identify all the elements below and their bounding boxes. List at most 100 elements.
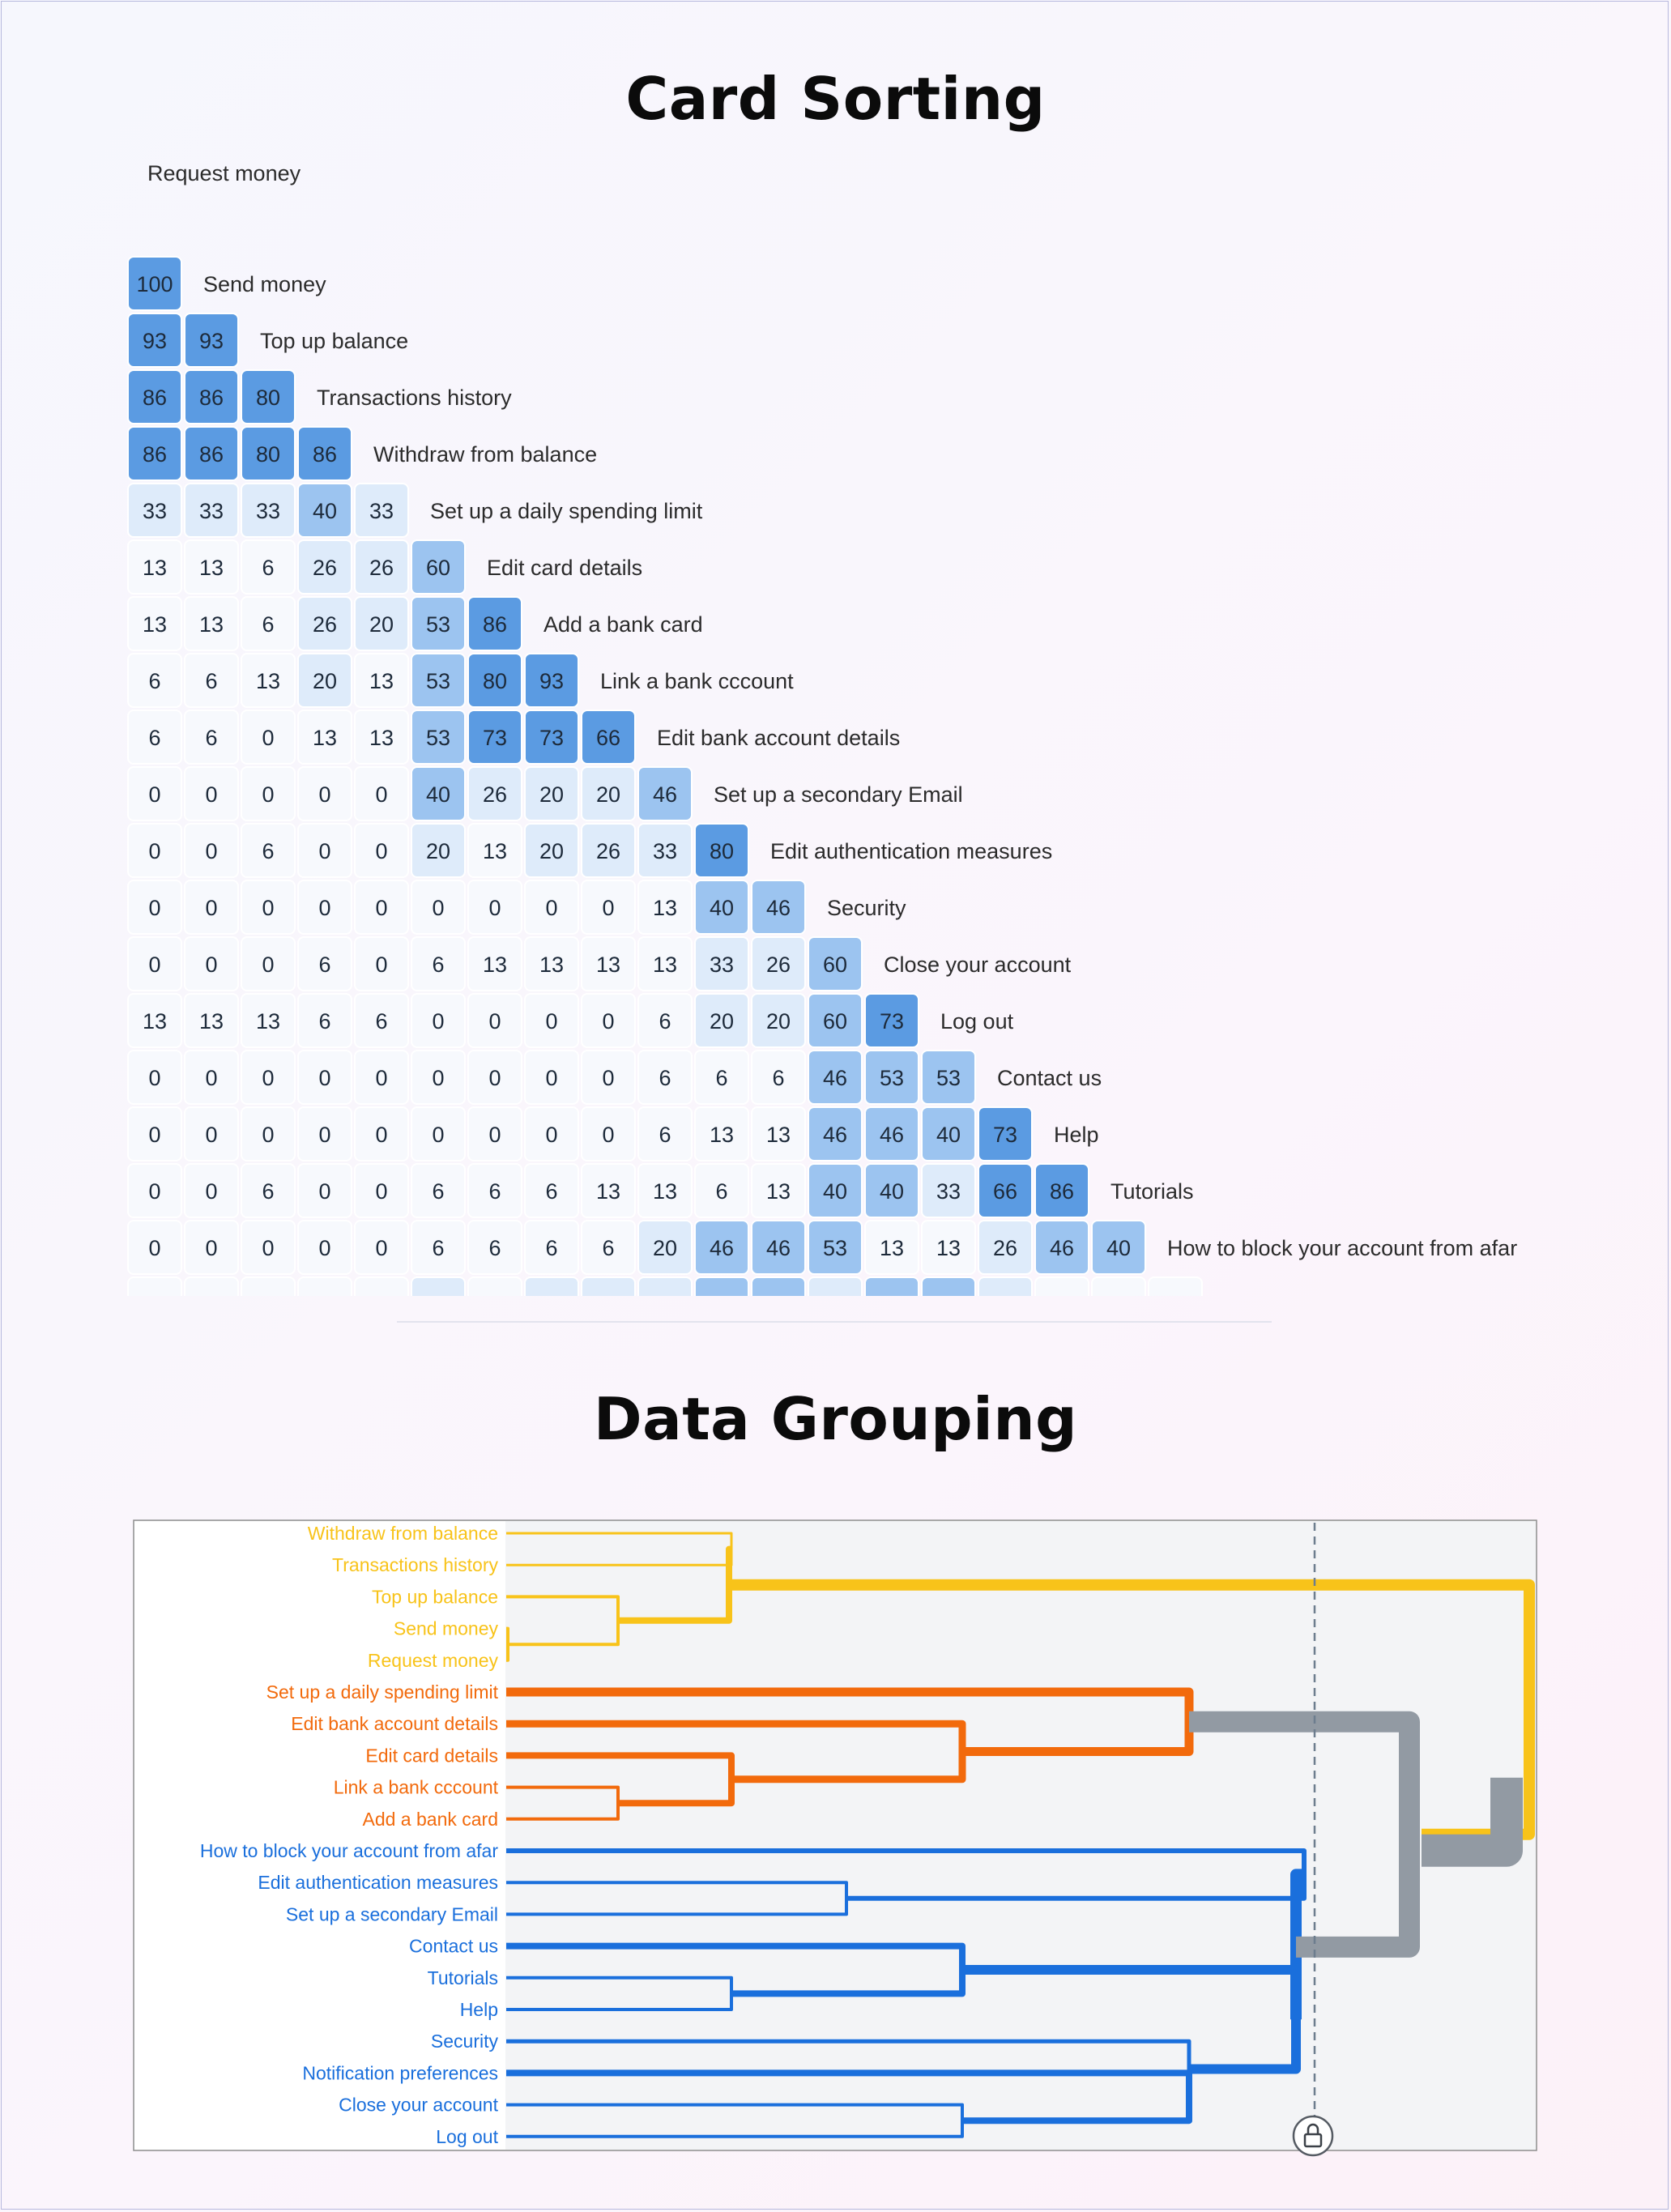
matrix-cell-bg — [467, 1106, 522, 1161]
matrix-cell-bg — [354, 936, 409, 991]
matrix-cell-value: 6 — [148, 1293, 160, 1296]
matrix-cell-value: 93 — [539, 669, 564, 693]
matrix-cell-value: 26 — [313, 556, 337, 580]
matrix-cell-bg — [1091, 1220, 1146, 1275]
matrix-cell-value: 60 — [880, 1293, 904, 1296]
matrix-cell: 6 — [467, 1220, 522, 1275]
matrix-cell-value: 0 — [205, 1066, 217, 1090]
matrix-cell-value: 0 — [262, 1236, 274, 1260]
leaf-label: Send money — [394, 1618, 499, 1639]
matrix-cell: 0 — [354, 823, 409, 878]
matrix-cell-value: 86 — [483, 612, 507, 637]
matrix-cell-bg — [241, 596, 296, 651]
leaf-label: Top up balance — [372, 1586, 498, 1607]
matrix-cell: 13 — [637, 1163, 693, 1218]
matrix-cell: 0 — [354, 766, 409, 821]
matrix-cell-bg — [694, 993, 749, 1048]
matrix-cell-value: 53 — [880, 1066, 904, 1090]
matrix-cell-value: 13 — [483, 839, 507, 863]
matrix-cell: 33 — [637, 823, 693, 878]
matrix-cell: 0 — [354, 1220, 409, 1275]
leaf-label: Help — [460, 1999, 498, 2020]
matrix-cell-bg — [978, 1106, 1033, 1161]
matrix-cell-bg — [751, 1106, 806, 1161]
matrix-cell-bg — [297, 653, 352, 708]
matrix-cell-bg — [241, 880, 296, 935]
matrix-cell-value: 6 — [262, 1179, 274, 1204]
matrix-cell-bg — [808, 1163, 863, 1218]
matrix-cell-bg — [637, 1050, 693, 1105]
data-grouping-title: Data Grouping — [593, 1385, 1078, 1453]
matrix-cell-value: 0 — [318, 896, 330, 920]
matrix-cell: 26 — [354, 539, 409, 595]
matrix-cell: 13 — [581, 1163, 636, 1218]
matrix-cell: 26 — [751, 936, 806, 991]
matrix-row-label: Security — [827, 896, 906, 920]
matrix-row-label: Notification preferences — [1224, 1293, 1454, 1296]
matrix-cell: 46 — [808, 1106, 863, 1161]
matrix-cell-bg — [978, 1276, 1033, 1296]
lock-icon[interactable] — [1292, 2115, 1334, 2157]
matrix-cell-bg — [241, 539, 296, 595]
matrix-cell: 6 — [751, 1050, 806, 1105]
matrix-cell-bg — [354, 1106, 409, 1161]
matrix-cell-bg — [127, 1106, 182, 1161]
matrix-cell: 6 — [637, 1050, 693, 1105]
matrix-cell: 20 — [411, 823, 466, 878]
matrix-cell-value: 0 — [318, 839, 330, 863]
matrix-cell: 73 — [467, 710, 522, 765]
matrix-cell-bg — [694, 936, 749, 991]
matrix-cell-bg — [808, 936, 863, 991]
matrix-cell-bg — [921, 1276, 976, 1296]
leaf-label: Edit card details — [365, 1745, 498, 1766]
matrix-cell-bg — [241, 1106, 296, 1161]
matrix-cell: 20 — [637, 1220, 693, 1275]
matrix-cell-bg — [751, 993, 806, 1048]
matrix-cell-value: 6 — [262, 556, 274, 580]
matrix-cell: 13 — [127, 993, 182, 1048]
matrix-cell-bg — [184, 880, 239, 935]
matrix-row-label: Tutorials — [1110, 1179, 1194, 1204]
matrix-cell: 6 — [184, 1276, 239, 1296]
matrix-cell-value: 6 — [205, 726, 217, 750]
matrix-cell-bg — [354, 1050, 409, 1105]
lock-handle[interactable] — [1292, 2115, 1334, 2157]
matrix-cell-value: 0 — [375, 1066, 387, 1090]
matrix-cell: 6 — [411, 1163, 466, 1218]
matrix-cell-value: 13 — [256, 669, 280, 693]
matrix-cell-bg — [184, 313, 239, 368]
matrix-cell-value: 20 — [766, 1009, 791, 1034]
matrix-cell-value: 40 — [766, 1293, 791, 1296]
matrix-cell-bg — [241, 1050, 296, 1105]
matrix-cell-bg — [581, 993, 636, 1048]
matrix-cell-value: 80 — [483, 669, 507, 693]
matrix-cell-value: 6 — [659, 1066, 671, 1090]
matrix-cell-value: 13 — [539, 953, 564, 977]
matrix-cell-bg — [467, 936, 522, 991]
matrix-cell: 6 — [354, 1276, 409, 1296]
matrix-cell-value: 93 — [143, 329, 167, 353]
matrix-cell-bg — [524, 993, 579, 1048]
leaf-label: Edit authentication measures — [258, 1872, 498, 1893]
matrix-cell-bg — [637, 880, 693, 935]
matrix-cell: 13 — [467, 823, 522, 878]
matrix-cell: 20 — [581, 1276, 636, 1296]
matrix-cell-bg — [184, 596, 239, 651]
matrix-cell-value: 86 — [143, 386, 167, 410]
matrix-cell: 13 — [127, 596, 182, 651]
matrix-cell-value: 13 — [143, 612, 167, 637]
matrix-cell: 53 — [694, 1276, 749, 1296]
matrix-cell-bg — [354, 766, 409, 821]
card-sorting-matrix: Request money 100 Send money 93 93 Top up bal… — [127, 161, 1517, 1296]
matrix-cell: 40 — [1091, 1220, 1146, 1275]
matrix-cell-value: 26 — [426, 1293, 450, 1296]
matrix-cell: 0 — [241, 1050, 296, 1105]
matrix-cell: 26 — [978, 1220, 1033, 1275]
matrix-cell: 0 — [581, 880, 636, 935]
matrix-cell: 33 — [921, 1163, 976, 1218]
matrix-cell: 93 — [524, 653, 579, 708]
matrix-cell-bg — [694, 1106, 749, 1161]
matrix-cell: 13 — [694, 1106, 749, 1161]
matrix-cell-value: 73 — [993, 1123, 1017, 1147]
dendrogram-root-link — [1422, 1777, 1523, 1867]
